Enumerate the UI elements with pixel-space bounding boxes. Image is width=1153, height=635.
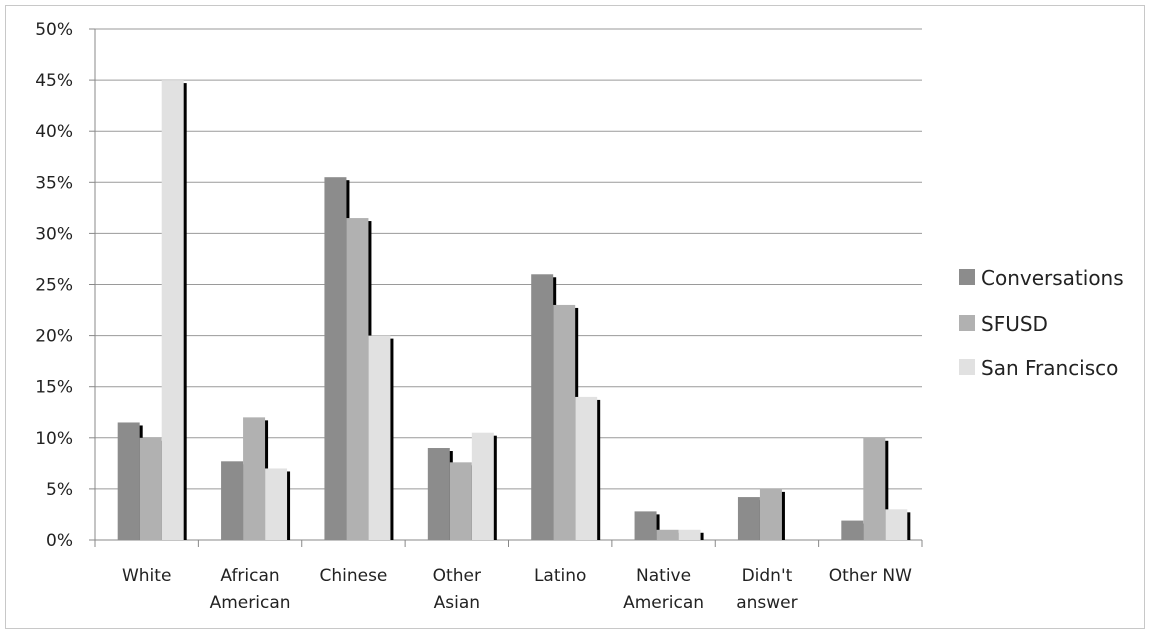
y-tick-label: 25% (35, 276, 73, 296)
x-tick-label: White (122, 566, 171, 586)
legend-label: San Francisco (981, 356, 1118, 380)
bar-san-francisco (575, 396, 598, 540)
legend-swatch (959, 359, 975, 375)
bar-san-francisco (368, 335, 391, 540)
bar-shadow (389, 338, 394, 540)
bar-shadow (884, 440, 889, 540)
y-tick-label: 50% (35, 20, 73, 40)
bar-sfusd (863, 437, 886, 540)
x-tick-label: Chinese (319, 566, 387, 586)
bars (117, 80, 911, 540)
bar-shadow (492, 435, 497, 540)
bar-sfusd (553, 304, 576, 540)
y-tick-label: 5% (46, 480, 73, 500)
y-tick-label: 0% (46, 531, 73, 551)
bar-shadow (596, 399, 601, 540)
bar-shadow (699, 532, 704, 540)
gridlines (95, 28, 922, 490)
bar-conversations (117, 422, 140, 540)
y-tick-label: 15% (35, 378, 73, 398)
bar-shadow (780, 491, 785, 540)
bar-san-francisco (471, 432, 494, 540)
bar-conversations (841, 520, 864, 540)
legend-swatch (959, 315, 975, 331)
x-tick-label: Native (636, 566, 691, 586)
bar-sfusd (346, 218, 369, 540)
y-tick-label: 30% (35, 224, 73, 244)
x-tick-label: Other NW (829, 566, 912, 586)
bar-san-francisco (265, 468, 288, 540)
bar-conversations (737, 497, 760, 540)
bar-conversations (221, 461, 244, 540)
x-tick-label: Latino (534, 566, 586, 586)
bar-conversations (427, 448, 450, 540)
legend: Conversations SFUSD San Francisco (959, 266, 1124, 380)
bar-sfusd (243, 417, 266, 540)
bar-sfusd (656, 529, 679, 540)
bar-shadow (286, 471, 291, 540)
bar-san-francisco (885, 509, 908, 540)
legend-swatch (959, 269, 975, 285)
x-tick-labels: White African American Chinese Other Asian Lat… (122, 566, 912, 613)
bar-sfusd (759, 488, 782, 540)
y-tick-label: 45% (35, 71, 73, 91)
x-tick-label: Didn't (742, 566, 793, 586)
bar-san-francisco (161, 80, 184, 540)
x-tick-label: American (623, 593, 704, 613)
x-tick-label: answer (736, 593, 797, 613)
x-tick-label: American (210, 593, 291, 613)
bar-conversations (531, 274, 554, 540)
x-tick-label: African (220, 566, 279, 586)
y-tick-label: 10% (35, 429, 73, 449)
bar-conversations (634, 511, 657, 540)
y-tick-label: 20% (35, 327, 73, 347)
bar-shadow (182, 83, 187, 540)
bar-san-francisco (678, 529, 701, 540)
axes (89, 28, 923, 547)
y-tick-labels: 0% 5% 10% 15% 20% 25% 30% 35% 40% 45% 50% (35, 20, 73, 551)
bar-shadow (655, 514, 660, 540)
legend-label: Conversations (981, 266, 1124, 290)
bar-shadow (906, 512, 911, 540)
bar-sfusd (139, 437, 162, 540)
y-tick-label: 35% (35, 173, 73, 193)
bar-sfusd (449, 462, 472, 540)
x-tick-label: Asian (434, 593, 480, 613)
bar-conversations (324, 177, 347, 540)
legend-label: SFUSD (981, 312, 1048, 336)
x-tick-label: Other (433, 566, 481, 586)
y-tick-label: 40% (35, 122, 73, 142)
